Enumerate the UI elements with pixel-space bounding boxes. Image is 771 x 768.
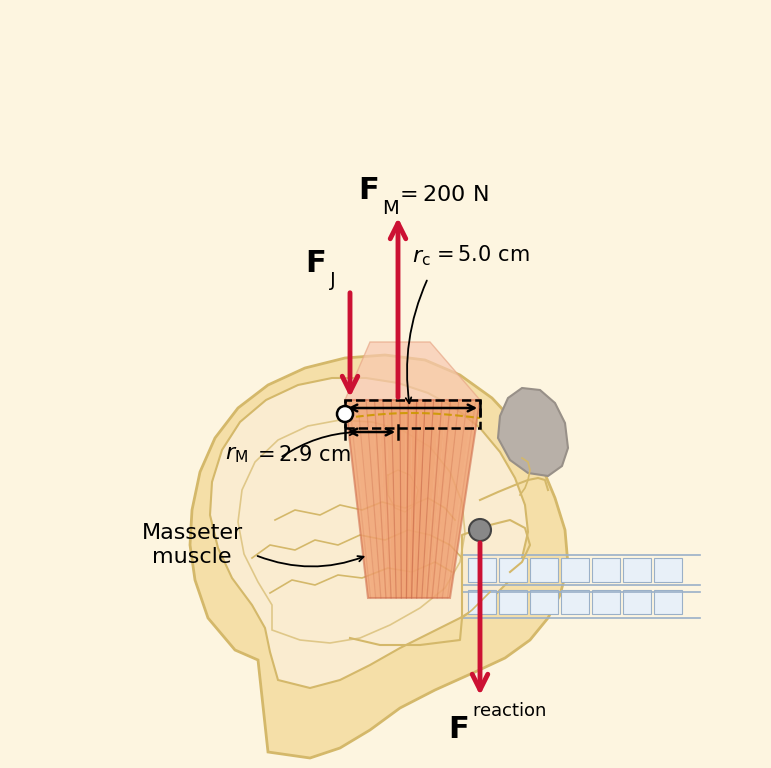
Bar bbox=[654, 590, 682, 614]
Text: $\mathrm{M}$: $\mathrm{M}$ bbox=[382, 199, 399, 218]
Text: Masseter
muscle: Masseter muscle bbox=[141, 524, 243, 567]
Polygon shape bbox=[409, 400, 419, 598]
Text: $= 2.9\ \mathrm{cm}$: $= 2.9\ \mathrm{cm}$ bbox=[253, 445, 351, 465]
Polygon shape bbox=[359, 400, 380, 598]
Bar bbox=[468, 590, 496, 614]
Polygon shape bbox=[352, 400, 376, 598]
Bar bbox=[468, 558, 496, 582]
Polygon shape bbox=[345, 342, 480, 400]
Text: $\mathrm{reaction}$: $\mathrm{reaction}$ bbox=[472, 702, 547, 720]
Bar bbox=[561, 590, 589, 614]
Polygon shape bbox=[417, 400, 433, 598]
Polygon shape bbox=[345, 400, 480, 598]
Text: $= 200\ \mathrm{N}$: $= 200\ \mathrm{N}$ bbox=[395, 185, 488, 205]
Text: $r_\mathrm{M}$: $r_\mathrm{M}$ bbox=[225, 445, 248, 465]
Polygon shape bbox=[421, 400, 439, 598]
Polygon shape bbox=[345, 400, 372, 598]
Bar bbox=[499, 590, 527, 614]
Polygon shape bbox=[413, 400, 426, 598]
Bar bbox=[530, 558, 558, 582]
Bar bbox=[623, 590, 651, 614]
Polygon shape bbox=[405, 400, 412, 598]
Polygon shape bbox=[386, 400, 397, 598]
Polygon shape bbox=[442, 400, 473, 598]
Bar bbox=[592, 590, 620, 614]
Bar bbox=[623, 558, 651, 582]
Bar bbox=[654, 558, 682, 582]
Polygon shape bbox=[392, 400, 401, 598]
Circle shape bbox=[469, 519, 491, 541]
Text: $\mathbf{F}$: $\mathbf{F}$ bbox=[448, 715, 468, 744]
Text: $\mathbf{F}$: $\mathbf{F}$ bbox=[305, 249, 325, 278]
Polygon shape bbox=[379, 400, 392, 598]
Text: $r_\mathrm{c}$: $r_\mathrm{c}$ bbox=[412, 248, 431, 268]
Polygon shape bbox=[446, 400, 480, 598]
Polygon shape bbox=[190, 355, 568, 758]
Polygon shape bbox=[426, 400, 446, 598]
Bar bbox=[530, 590, 558, 614]
Bar bbox=[345, 400, 480, 428]
Bar bbox=[561, 558, 589, 582]
Polygon shape bbox=[238, 420, 465, 643]
Polygon shape bbox=[210, 378, 528, 688]
Polygon shape bbox=[429, 400, 453, 598]
Polygon shape bbox=[498, 388, 568, 476]
Bar bbox=[592, 558, 620, 582]
Text: $\mathbf{F}$: $\mathbf{F}$ bbox=[358, 176, 379, 205]
Polygon shape bbox=[438, 400, 466, 598]
Bar bbox=[499, 558, 527, 582]
Polygon shape bbox=[399, 400, 406, 598]
Polygon shape bbox=[365, 400, 385, 598]
Circle shape bbox=[337, 406, 353, 422]
Text: $= 5.0\ \mathrm{cm}$: $= 5.0\ \mathrm{cm}$ bbox=[432, 245, 530, 265]
Polygon shape bbox=[433, 400, 460, 598]
Polygon shape bbox=[372, 400, 389, 598]
Text: $\mathrm{J}$: $\mathrm{J}$ bbox=[329, 270, 336, 292]
